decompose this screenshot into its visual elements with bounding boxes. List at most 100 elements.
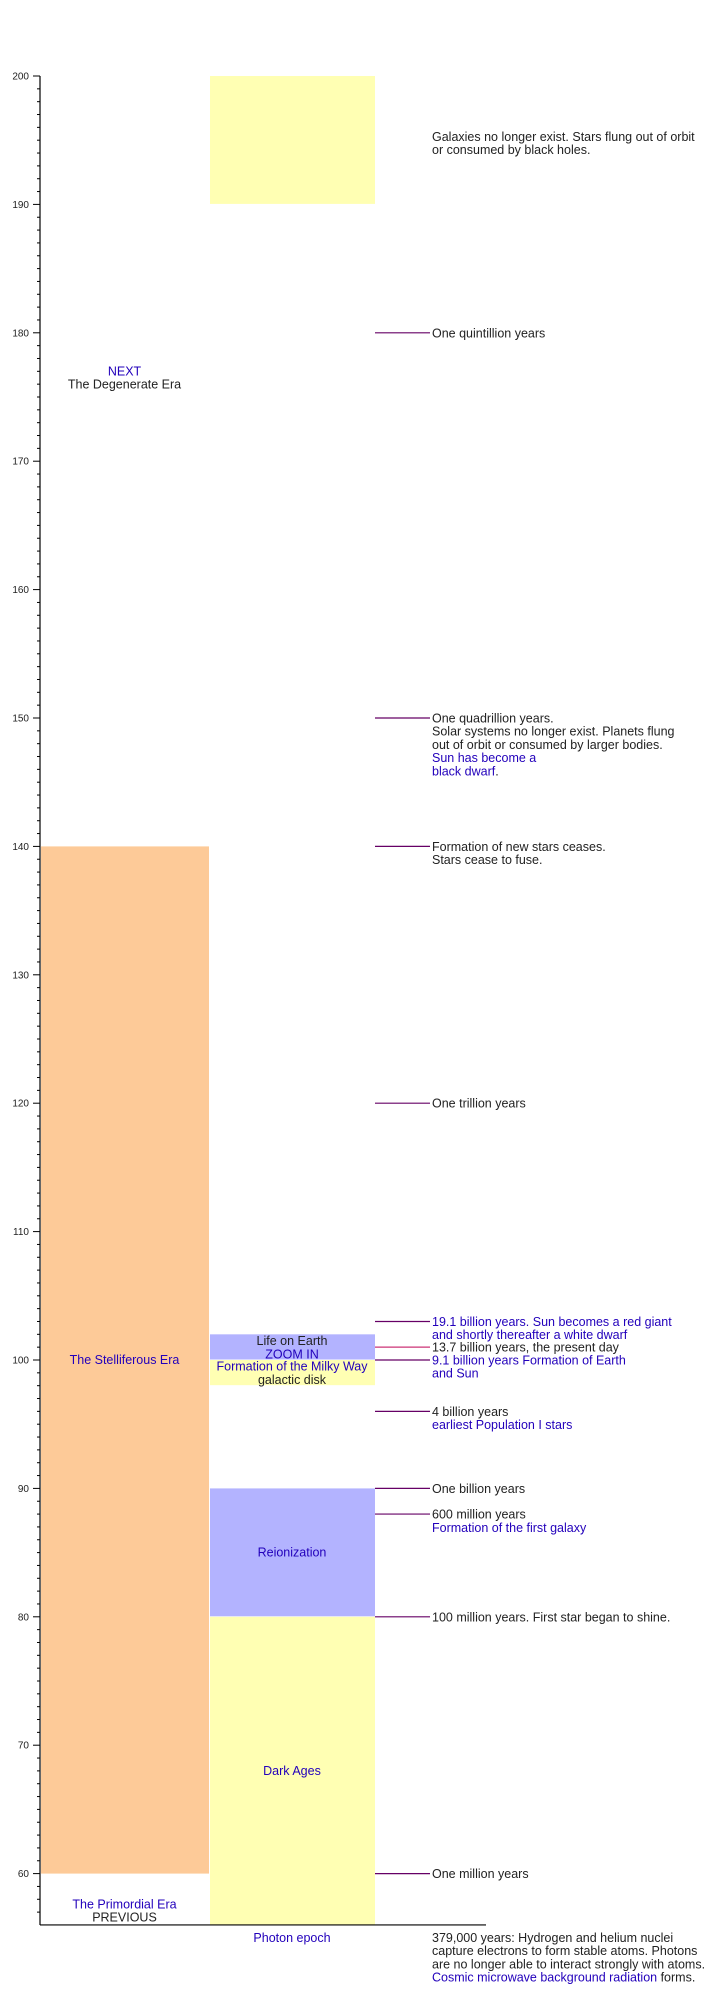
event-label-line: 4 billion years xyxy=(432,1405,508,1419)
event-label-line: Solar systems no longer exist. Planets f… xyxy=(432,725,675,739)
link-text[interactable]: The Stelliferous Era xyxy=(70,1353,180,1367)
link-text[interactable]: 9.1 billion years Formation of Earth xyxy=(432,1354,626,1368)
epoch-band[interactable] xyxy=(210,1616,375,1925)
label-text: or consumed by black holes. xyxy=(432,143,590,157)
link-text[interactable]: Cosmic microwave background radiation xyxy=(432,1971,657,1985)
label-text: out of orbit or consumed by larger bodie… xyxy=(432,738,663,752)
event-label-line: 600 million years xyxy=(432,1508,526,1522)
epoch-label-line: Dark Ages xyxy=(263,1764,321,1778)
link-text[interactable]: The Primordial Era xyxy=(72,1897,176,1911)
event-label-line: One trillion years xyxy=(432,1097,526,1111)
y-tick-label: 120 xyxy=(12,1099,29,1110)
label-text: 13.7 billion years, the present day xyxy=(432,1341,620,1355)
y-tick-label: 60 xyxy=(18,1869,30,1880)
y-tick-label: 70 xyxy=(18,1741,30,1752)
y-tick-label: 160 xyxy=(12,585,29,596)
y-tick-label: 170 xyxy=(12,457,29,468)
era-nav-label-line: The Degenerate Era xyxy=(68,378,181,392)
event-label-line: and shortly thereafter a white dwarf xyxy=(432,1328,628,1342)
label-text: One trillion years xyxy=(432,1097,526,1111)
y-tick-label: 80 xyxy=(18,1612,30,1623)
epoch-band[interactable] xyxy=(210,1488,375,1617)
note-text-line: or consumed by black holes. xyxy=(432,143,590,157)
event-label-line: Formation of the first galaxy xyxy=(432,1521,587,1535)
link-text[interactable]: earliest Population I stars xyxy=(432,1418,572,1432)
era-band[interactable] xyxy=(41,846,209,1874)
event-label-line: earliest Population I stars xyxy=(432,1418,572,1432)
epoch-label-line: Reionization xyxy=(258,1546,327,1560)
y-tick-label: 200 xyxy=(12,72,29,83)
event-label-line: black dwarf. xyxy=(432,764,499,778)
link-text[interactable]: Formation of the Milky Way xyxy=(217,1360,369,1374)
link-text[interactable]: Sun has become a xyxy=(432,751,536,765)
epoch-label-line: Formation of the Milky Way xyxy=(217,1360,369,1374)
event-label-line: One quadrillion years. xyxy=(432,712,554,726)
label-text: One quintillion years xyxy=(432,326,545,340)
event-label-line: Formation of new stars ceases. xyxy=(432,840,606,854)
event-label-line: One quintillion years xyxy=(432,326,545,340)
note-text-line: 379,000 years: Hydrogen and helium nucle… xyxy=(432,1931,673,1945)
label-text: Formation of new stars ceases. xyxy=(432,840,606,854)
event-label-line: Stars cease to fuse. xyxy=(432,853,542,867)
label-text: 4 billion years xyxy=(432,1405,508,1419)
event-label-line: 19.1 billion years. Sun becomes a red gi… xyxy=(432,1315,672,1329)
event-label-line: out of orbit or consumed by larger bodie… xyxy=(432,738,663,752)
event-label-line: 100 million years. First star began to s… xyxy=(432,1610,670,1624)
label-text: galactic disk xyxy=(258,1373,327,1387)
era-label-line: The Stelliferous Era xyxy=(70,1353,180,1367)
link-text[interactable]: Dark Ages xyxy=(263,1764,321,1778)
note-text-line: capture electrons to form stable atoms. … xyxy=(432,1944,697,1958)
epoch-band[interactable] xyxy=(210,1360,375,1386)
label-text: forms. xyxy=(657,1971,695,1985)
label-text: One million years xyxy=(432,1867,529,1881)
y-tick-label: 130 xyxy=(12,970,29,981)
link-text[interactable]: ZOOM IN xyxy=(265,1347,318,1361)
event-label-line: One million years xyxy=(432,1867,529,1881)
y-tick-label: 190 xyxy=(12,200,29,211)
era-nav-label-line: NEXT xyxy=(108,364,142,378)
label-text: One billion years xyxy=(432,1482,525,1496)
y-tick-label: 90 xyxy=(18,1484,30,1495)
epoch-label-line: Life on Earth xyxy=(257,1334,328,1348)
era-nav-label-line: PREVIOUS xyxy=(92,1911,157,1925)
label-text: 600 million years xyxy=(432,1508,526,1522)
y-tick-label: 140 xyxy=(12,842,29,853)
link-text[interactable]: and shortly thereafter a white dwarf xyxy=(432,1328,628,1342)
label-text: capture electrons to form stable atoms. … xyxy=(432,1944,697,1958)
note-text-line: Galaxies no longer exist. Stars flung ou… xyxy=(432,130,695,144)
label-text: Galaxies no longer exist. Stars flung ou… xyxy=(432,130,695,144)
photon-epoch-link[interactable]: Photon epoch xyxy=(253,1931,330,1945)
note-text-line: are no longer able to interact strongly … xyxy=(432,1957,705,1971)
link-text[interactable]: Reionization xyxy=(258,1546,327,1560)
event-label-line: Sun has become a xyxy=(432,751,536,765)
note-text-line: Cosmic microwave background radiation fo… xyxy=(432,1971,695,1985)
event-label-line: One billion years xyxy=(432,1482,525,1496)
y-tick-label: 110 xyxy=(13,1227,29,1238)
event-label-line: and Sun xyxy=(432,1367,479,1381)
label-text: Life on Earth xyxy=(257,1334,328,1348)
link-text[interactable]: 19.1 billion years. Sun becomes a red gi… xyxy=(432,1315,672,1329)
label-text: Stars cease to fuse. xyxy=(432,853,542,867)
link-text[interactable]: NEXT xyxy=(108,364,142,378)
event-label-line: 9.1 billion years Formation of Earth xyxy=(432,1354,626,1368)
label-text: One quadrillion years. xyxy=(432,712,554,726)
epoch-label-line: ZOOM IN xyxy=(265,1347,318,1361)
label-text: The Degenerate Era xyxy=(68,378,181,392)
epoch-label-line: galactic disk xyxy=(258,1373,327,1387)
y-tick-label: 100 xyxy=(12,1356,29,1367)
link-text[interactable]: Formation of the first galaxy xyxy=(432,1521,587,1535)
epoch-band[interactable] xyxy=(210,1334,375,1360)
label-text: 379,000 years: Hydrogen and helium nucle… xyxy=(432,1931,673,1945)
label-text: Solar systems no longer exist. Planets f… xyxy=(432,725,675,739)
link-text[interactable]: and Sun xyxy=(432,1367,479,1381)
era-nav-label-line: The Primordial Era xyxy=(72,1897,176,1911)
label-text: are no longer able to interact strongly … xyxy=(432,1957,705,1971)
label-text: 100 million years. First star began to s… xyxy=(432,1610,670,1624)
label-text: PREVIOUS xyxy=(92,1911,157,1925)
label-text: . xyxy=(495,764,498,778)
y-tick-label: 180 xyxy=(12,328,29,339)
link-text[interactable]: black dwarf xyxy=(432,764,496,778)
y-tick-label: 150 xyxy=(12,714,29,725)
epoch-band[interactable] xyxy=(210,76,375,204)
